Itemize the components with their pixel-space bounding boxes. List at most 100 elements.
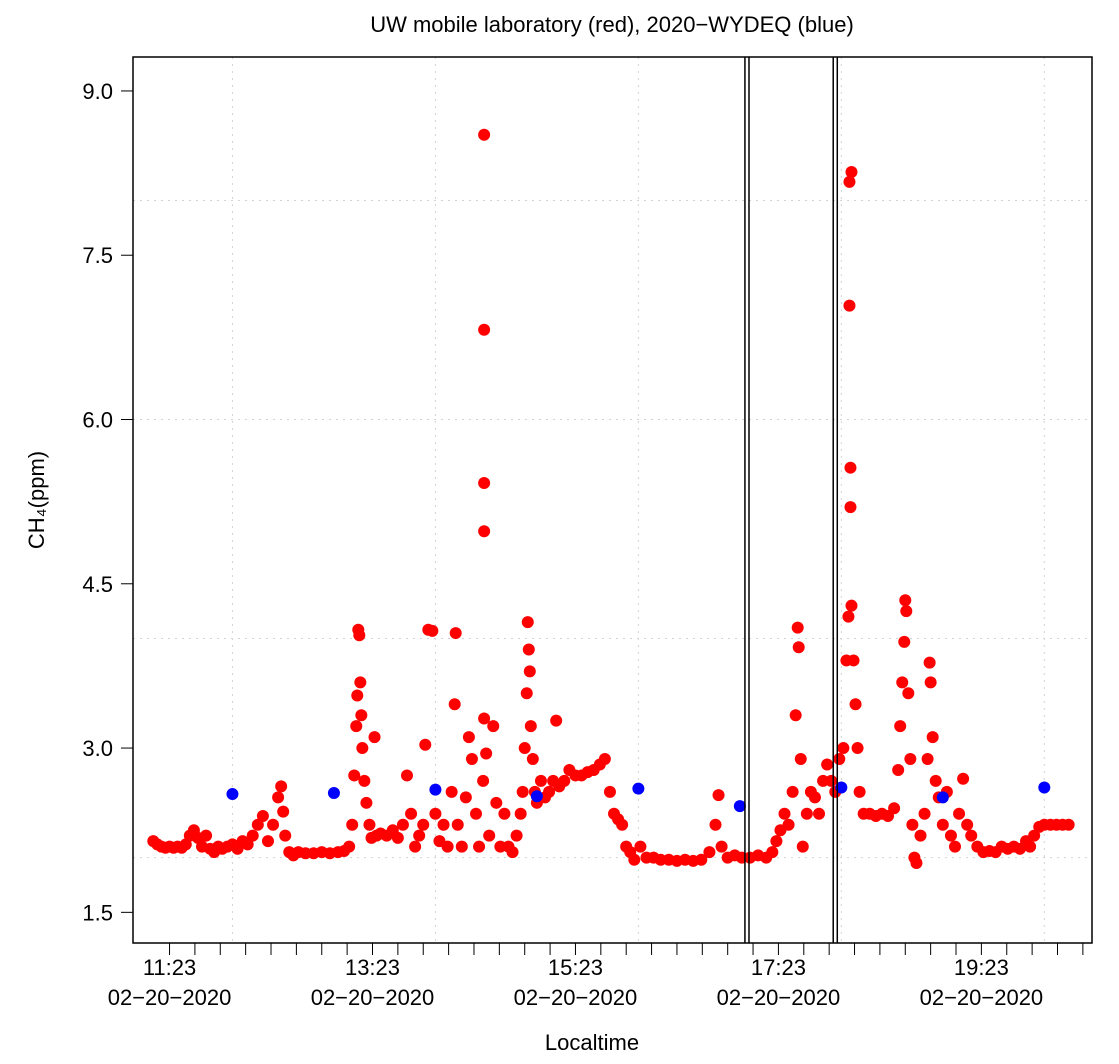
- data-point: [350, 720, 363, 733]
- data-point: [391, 831, 404, 844]
- data-point: [419, 738, 432, 751]
- data-point: [277, 805, 290, 818]
- data-point: [957, 772, 970, 785]
- data-point: [543, 785, 556, 798]
- data-point: [842, 610, 855, 623]
- data-point: [355, 709, 368, 722]
- data-point: [844, 501, 857, 514]
- data-point: [715, 840, 728, 853]
- data-point: [603, 785, 616, 798]
- data-point: [892, 763, 905, 776]
- data-point: [426, 624, 439, 637]
- data-point: [449, 627, 462, 640]
- data-point: [733, 800, 746, 813]
- data-point: [794, 753, 807, 766]
- data-point: [695, 853, 708, 866]
- data-point: [813, 807, 826, 820]
- data-point: [516, 785, 529, 798]
- data-point: [782, 818, 795, 831]
- data-point: [241, 838, 254, 851]
- x-tick-label: 19:23 02−20−2020: [920, 955, 1044, 1010]
- data-point: [521, 616, 534, 629]
- x-tick-label: 15:23 02−20−2020: [514, 955, 638, 1010]
- data-point: [1038, 781, 1051, 794]
- data-point: [924, 676, 937, 689]
- data-point: [770, 835, 783, 848]
- data-point: [480, 747, 493, 760]
- data-point: [523, 665, 536, 678]
- data-point: [462, 731, 475, 744]
- data-point: [944, 829, 957, 842]
- data-point: [465, 753, 478, 766]
- data-point: [478, 323, 491, 336]
- data-point: [441, 840, 454, 853]
- data-point: [902, 687, 915, 700]
- data-point: [833, 753, 846, 766]
- data-point: [534, 774, 547, 787]
- data-point: [800, 807, 813, 820]
- data-point: [478, 128, 491, 141]
- data-point: [226, 788, 239, 801]
- data-point: [470, 807, 483, 820]
- data-point: [949, 840, 961, 853]
- data-point: [358, 774, 371, 787]
- data-point: [396, 818, 409, 831]
- data-point: [821, 758, 834, 771]
- y-tick-label: 6.0: [82, 408, 113, 433]
- data-point: [899, 594, 912, 607]
- data-point: [598, 753, 611, 766]
- data-point: [845, 165, 858, 178]
- data-point: [703, 846, 716, 859]
- data-point: [275, 780, 288, 793]
- data-point: [1028, 829, 1041, 842]
- data-point: [356, 742, 369, 755]
- data-point: [936, 791, 949, 804]
- data-point: [455, 840, 468, 853]
- data-point: [898, 635, 911, 648]
- data-point: [558, 774, 571, 787]
- data-point: [530, 790, 543, 803]
- data-point: [851, 742, 864, 755]
- data-point: [346, 818, 359, 831]
- data-point: [634, 840, 647, 853]
- data-point: [401, 769, 413, 782]
- data-point: [961, 818, 974, 831]
- data-point: [791, 621, 804, 634]
- data-point: [712, 789, 725, 802]
- data-point: [1024, 840, 1037, 853]
- data-point: [926, 731, 939, 744]
- chart-title: UW mobile laboratory (red), 2020−WYDEQ (…: [370, 12, 854, 37]
- data-point: [929, 774, 942, 787]
- data-point: [267, 818, 280, 831]
- data-point: [473, 840, 486, 853]
- data-point: [524, 720, 537, 733]
- data-point: [888, 802, 901, 815]
- data-point: [429, 807, 442, 820]
- data-point: [351, 689, 364, 702]
- x-tick-label: 11:23 02−20−2020: [108, 955, 232, 1010]
- x-tick-label: 13:23 02−20−2020: [311, 955, 435, 1010]
- data-point: [520, 687, 533, 700]
- data-point: [894, 720, 907, 733]
- data-point: [843, 175, 856, 188]
- data-point: [778, 807, 791, 820]
- x-tick-label: 17:23 02−20−2020: [717, 955, 841, 1010]
- y-tick-label: 4.5: [82, 572, 113, 597]
- data-point: [360, 796, 373, 809]
- y-tick-label: 7.5: [82, 243, 113, 268]
- data-point: [477, 774, 490, 787]
- data-point: [837, 742, 850, 755]
- data-point: [786, 785, 799, 798]
- data-point: [918, 807, 931, 820]
- data-point: [844, 461, 857, 474]
- data-point: [327, 786, 340, 799]
- data-point: [256, 809, 269, 822]
- data-point: [478, 525, 491, 538]
- data-point: [709, 818, 722, 831]
- data-point: [451, 818, 464, 831]
- data-point: [808, 791, 821, 804]
- data-point: [368, 731, 381, 744]
- x-axis-label: Localtime: [545, 1030, 639, 1055]
- data-point: [526, 753, 539, 766]
